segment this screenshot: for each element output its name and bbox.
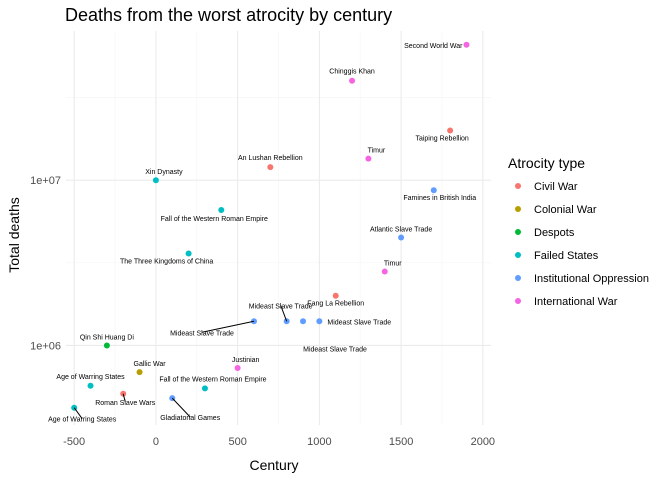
label-leader-line <box>280 305 288 322</box>
point-label: Mideast Slave Trade <box>249 303 313 310</box>
data-point <box>152 177 159 184</box>
data-point <box>398 234 405 241</box>
legend-label: Colonial War <box>534 204 597 216</box>
data-point <box>201 385 208 392</box>
legend-label: International War <box>534 296 618 308</box>
data-point <box>349 77 356 84</box>
chart-title: Deaths from the worst atrocity by centur… <box>65 5 392 25</box>
point-label: Roman Slave Wars <box>95 400 156 407</box>
point-label: An Lushan Rebellion <box>238 155 303 162</box>
data-point <box>463 41 470 48</box>
data-point <box>447 127 454 134</box>
y-tick-label: 1e+06 <box>30 340 61 352</box>
point-label: The Three Kingdoms of China <box>120 259 213 266</box>
legend-label: Failed States <box>534 250 599 262</box>
label-leader-line <box>171 397 191 418</box>
legend-label: Despots <box>534 227 575 239</box>
point-label: Timur <box>368 148 386 155</box>
point-label: Qin Shi Huang Di <box>80 334 135 341</box>
legend-key <box>515 298 521 304</box>
point-label: Justinian <box>232 357 260 364</box>
data-point <box>381 268 388 275</box>
legend-label: Institutional Oppression <box>534 273 649 285</box>
data-point <box>234 365 241 372</box>
legend-label: Civil War <box>534 181 578 193</box>
data-point <box>430 187 437 194</box>
point-label: Mideast Slave Trade <box>327 319 391 326</box>
x-axis-title: Century <box>249 457 298 473</box>
data-point <box>300 318 307 325</box>
point-label: Atlantic Slave Trade <box>370 227 432 234</box>
y-axis-ticks: 1e+06 1e+07 <box>30 175 61 352</box>
label-leader-line <box>201 320 255 333</box>
point-label: Fall of the Western Roman Empire <box>159 376 266 383</box>
legend-key <box>515 183 521 189</box>
point-label: Famines in British India <box>403 195 476 202</box>
data-point <box>185 250 192 257</box>
legend-key <box>515 229 521 235</box>
point-label: Fall of the Western Roman Empire <box>161 216 268 223</box>
point-label: Xin Dynasty <box>145 169 183 176</box>
data-point <box>316 318 323 325</box>
legend-items: Civil War Colonial War Despots Failed State… <box>515 181 649 308</box>
x-axis-ticks: -500 0 500 1000 1500 2000 <box>63 436 495 448</box>
y-axis-title: Total deaths <box>6 197 22 273</box>
data-point <box>87 382 94 389</box>
data-points <box>71 41 470 411</box>
label-leader-line <box>73 407 83 419</box>
x-tick-label: 1000 <box>307 436 331 448</box>
point-label: Mideast Slave Trade <box>303 346 367 353</box>
legend-key <box>515 206 521 212</box>
point-label: Mideast Slave Trade <box>170 330 234 337</box>
data-point <box>136 369 143 376</box>
x-tick-label: 1500 <box>389 436 413 448</box>
point-label: Second World War <box>404 43 463 50</box>
data-point <box>218 207 225 214</box>
point-label: Taiping Rebellion <box>415 135 468 142</box>
x-tick-label: 2000 <box>471 436 495 448</box>
point-label: Age of Warring States <box>48 417 117 424</box>
data-point <box>267 164 274 171</box>
legend-key <box>515 275 521 281</box>
data-point <box>103 342 110 349</box>
x-tick-label: -500 <box>63 436 85 448</box>
point-label: Chinggis Khan <box>329 69 375 76</box>
x-tick-label: 500 <box>228 436 246 448</box>
point-label: Age of Warring States <box>56 374 125 381</box>
point-labels: Second World War Chinggis Khan Taiping Reb… <box>48 43 476 424</box>
legend-key <box>515 252 521 258</box>
point-label: Timur <box>384 261 402 268</box>
point-label: Gladiatorial Games <box>160 415 220 422</box>
grid <box>66 31 491 425</box>
point-label: Gallic War <box>134 361 167 368</box>
point-label: Fang La Rebellion <box>307 301 364 308</box>
y-tick-label: 1e+07 <box>30 175 61 187</box>
label-leader-line <box>122 393 126 402</box>
data-point <box>365 155 372 162</box>
x-tick-label: 0 <box>153 436 159 448</box>
legend-title: Atrocity type <box>508 155 585 171</box>
data-point <box>332 292 339 299</box>
legend: Atrocity type Civil War Colonial War Despo… <box>508 155 649 308</box>
